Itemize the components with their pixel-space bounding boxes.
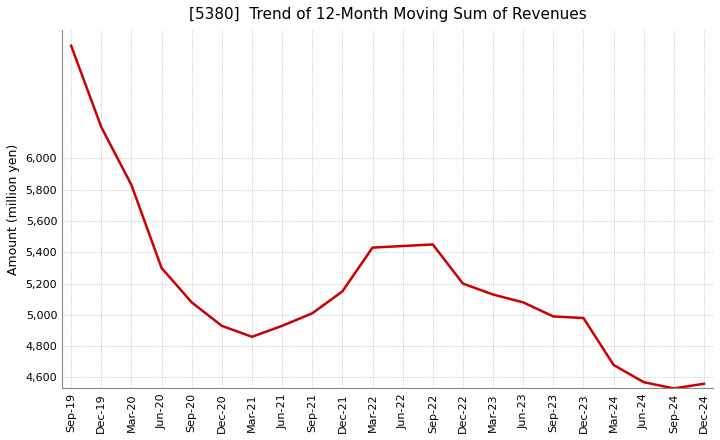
Y-axis label: Amount (million yen): Amount (million yen) — [7, 143, 20, 275]
Title: [5380]  Trend of 12-Month Moving Sum of Revenues: [5380] Trend of 12-Month Moving Sum of R… — [189, 7, 587, 22]
